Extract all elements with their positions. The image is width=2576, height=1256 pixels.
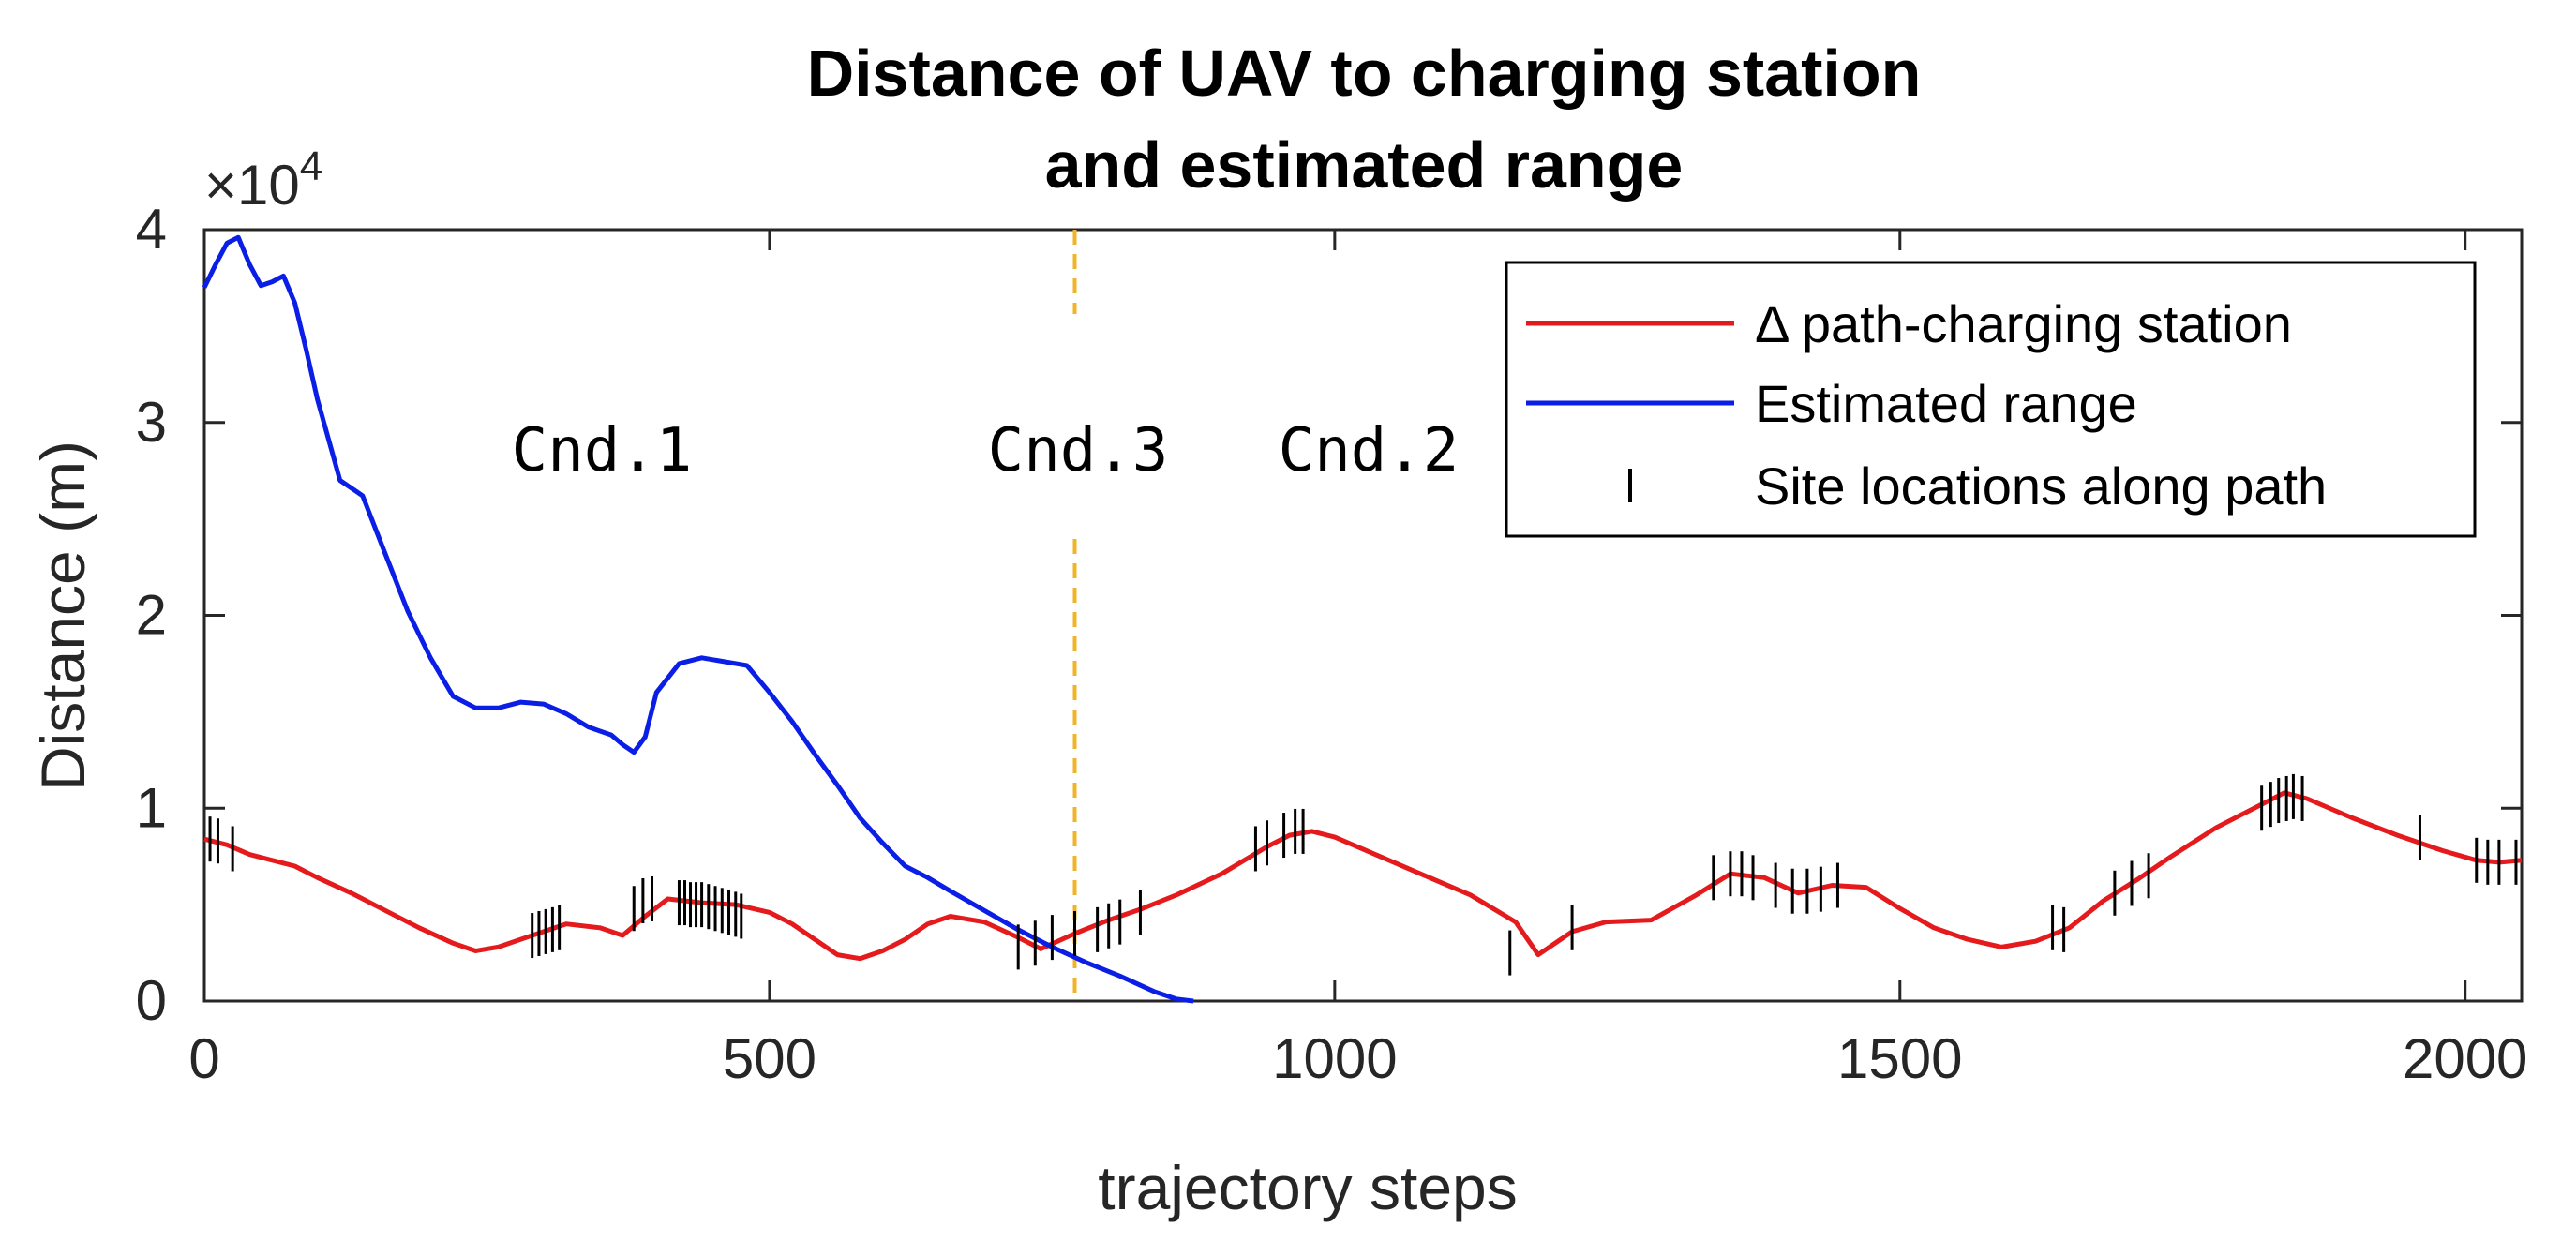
legend: Δ path-charging station Estimated range … xyxy=(1505,261,2477,538)
y-axis-label: Distance (m) xyxy=(28,441,97,791)
x-tick-label-1000: 1000 xyxy=(1272,1027,1397,1090)
x-tick-label-0: 0 xyxy=(188,1027,219,1090)
x-tick-label-2000: 2000 xyxy=(2403,1027,2527,1090)
annotation-cnd2: Cnd.2 xyxy=(1279,416,1460,486)
y-tick-label-0: 0 xyxy=(136,969,167,1032)
annotation-cnd1: Cnd.1 xyxy=(512,416,693,486)
y-exponent-multiplier: ×104 xyxy=(204,143,322,217)
y-tick-label-3: 3 xyxy=(136,391,167,454)
x-tick-label-1500: 1500 xyxy=(1837,1027,1962,1090)
y-exponent-power: 4 xyxy=(300,143,322,189)
chart-title-line-2: and estimated range xyxy=(1045,128,1684,202)
estimated-range-line xyxy=(202,234,1194,1004)
y-exponent-base: ×10 xyxy=(204,154,300,217)
y-tick-label-4: 4 xyxy=(136,198,167,261)
legend-label-path-charging: Δ path-charging station xyxy=(1755,294,2292,353)
chart-title-line-1: Distance of UAV to charging station xyxy=(807,37,1922,110)
x-tick-label-500: 500 xyxy=(723,1027,816,1090)
plot-area: 0 500 1000 1500 2000 0 1 2 3 4 xyxy=(136,198,2528,1090)
legend-label-site-locations: Site locations along path xyxy=(1755,456,2327,516)
annotation-cnd3: Cnd.3 xyxy=(988,416,1169,486)
legend-label-estimated-range: Estimated range xyxy=(1755,374,2137,433)
y-tick-label-1: 1 xyxy=(136,776,167,839)
y-tick-label-2: 2 xyxy=(136,584,167,647)
legend-box xyxy=(1505,261,2477,538)
x-axis-label: trajectory steps xyxy=(1098,1153,1518,1222)
